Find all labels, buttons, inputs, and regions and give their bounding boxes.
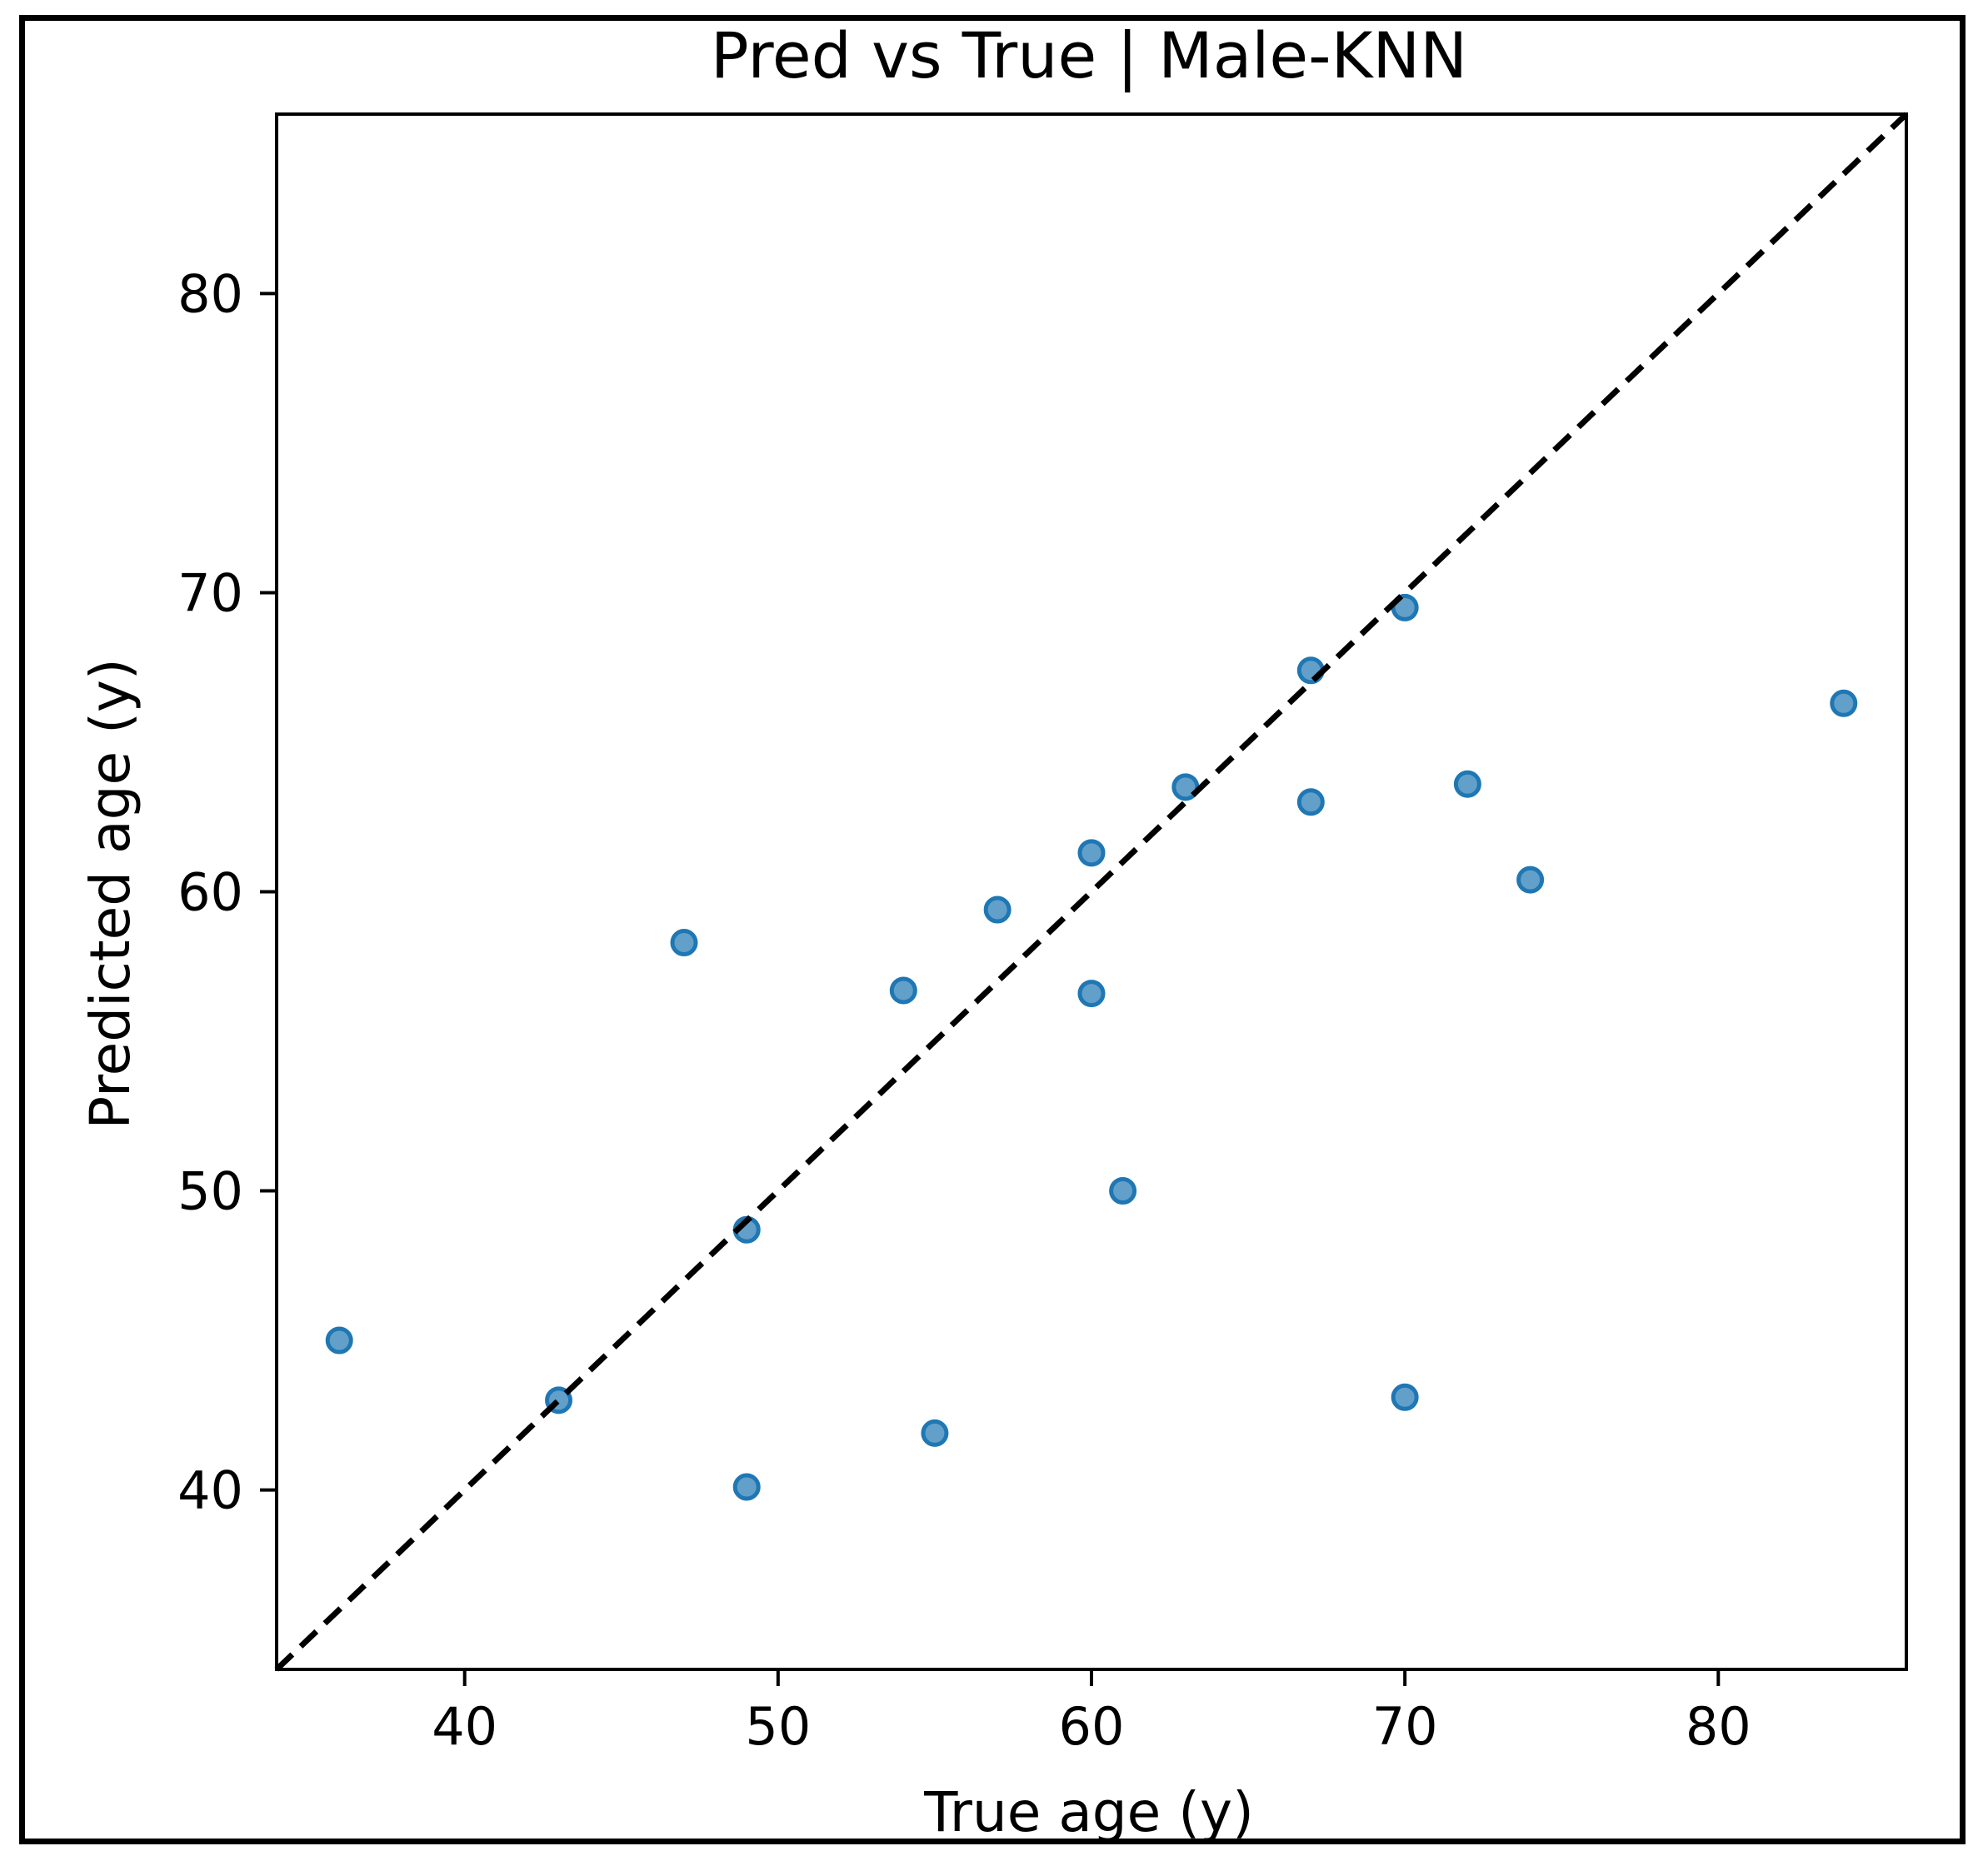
y-axis-ticks: 40 50 60 70 80	[177, 263, 277, 1521]
y-tick-label: 70	[177, 562, 243, 623]
data-point	[1077, 839, 1106, 867]
data-point	[1453, 770, 1481, 798]
y-tick-label: 60	[177, 862, 243, 923]
data-point	[670, 929, 698, 957]
data-point	[1109, 1177, 1137, 1205]
data-point	[889, 976, 917, 1005]
identity-reference-line	[274, 112, 1909, 1672]
y-tick-label: 40	[177, 1460, 243, 1521]
y-tick-label: 50	[177, 1161, 243, 1222]
plot-area-border	[275, 112, 1908, 1671]
data-point	[921, 1419, 949, 1447]
data-point	[1296, 788, 1325, 816]
chart-title: Pred vs True | Male-KNN	[711, 18, 1467, 93]
x-tick-label: 60	[1059, 1696, 1125, 1757]
x-axis-label: True age (y)	[923, 1780, 1254, 1844]
figure-frame	[19, 15, 1966, 1844]
data-points	[325, 593, 1858, 1501]
data-point	[983, 896, 1011, 924]
y-axis-label: Predicted age (y)	[78, 658, 142, 1129]
data-point	[325, 1326, 353, 1355]
data-point	[1516, 866, 1545, 894]
data-point	[1830, 689, 1858, 717]
data-point	[732, 1473, 761, 1501]
x-tick-label: 80	[1686, 1696, 1751, 1757]
data-point	[1391, 1383, 1419, 1411]
x-tick-label: 70	[1372, 1696, 1438, 1757]
x-axis-ticks: 40 50 60 70 80	[432, 1669, 1751, 1757]
y-tick-label: 80	[177, 263, 243, 324]
data-point	[1077, 980, 1106, 1008]
x-tick-label: 50	[745, 1696, 811, 1757]
x-tick-label: 40	[432, 1696, 497, 1757]
